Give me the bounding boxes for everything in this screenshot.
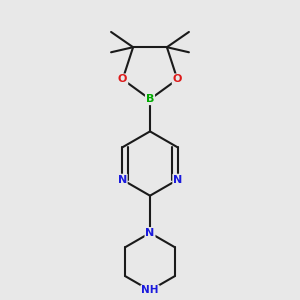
Text: B: B	[146, 94, 154, 104]
Text: O: O	[173, 74, 182, 84]
Text: N: N	[118, 175, 127, 184]
Text: O: O	[118, 74, 127, 84]
Text: NH: NH	[141, 286, 159, 296]
Text: N: N	[173, 175, 182, 184]
Text: N: N	[146, 228, 154, 238]
